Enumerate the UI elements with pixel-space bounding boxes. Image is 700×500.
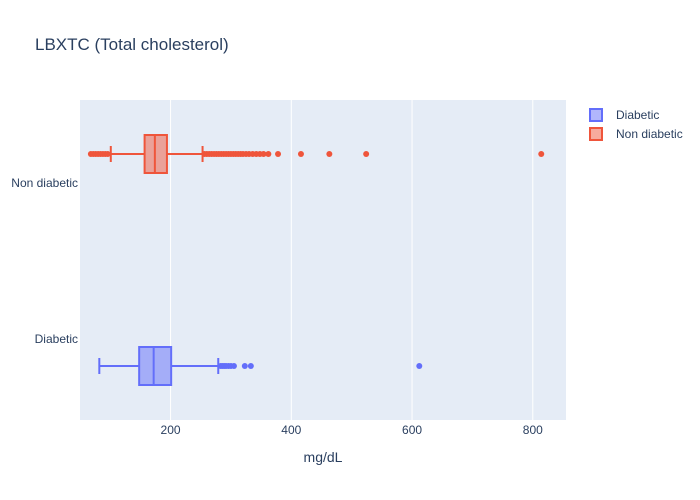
legend-item-diabetic[interactable]: Diabetic bbox=[589, 108, 659, 122]
iqr-box bbox=[138, 346, 173, 386]
box-non-diabetic bbox=[87, 134, 545, 174]
y-category-label: Non diabetic bbox=[11, 176, 78, 190]
outlier-point bbox=[241, 363, 248, 369]
legend[interactable]: Diabetic Non diabetic bbox=[589, 108, 683, 141]
legend-swatch bbox=[589, 108, 603, 122]
outlier-point bbox=[363, 151, 370, 157]
legend-swatch bbox=[589, 127, 603, 141]
box-plots bbox=[87, 134, 545, 386]
outlier-point bbox=[326, 151, 333, 157]
x-tick-label: 800 bbox=[523, 423, 543, 437]
outlier-point bbox=[104, 151, 111, 157]
outlier-point bbox=[260, 151, 267, 157]
legend-label: Non diabetic bbox=[616, 127, 683, 141]
y-category-label: Diabetic bbox=[35, 332, 78, 346]
outlier-point bbox=[275, 151, 282, 157]
outlier-point bbox=[247, 363, 254, 369]
outlier-point bbox=[265, 151, 272, 157]
x-tick-label: 200 bbox=[161, 423, 181, 437]
outlier-point bbox=[297, 151, 304, 157]
x-tick-label: 400 bbox=[281, 423, 301, 437]
y-category-labels: Diabetic Non diabetic bbox=[11, 176, 78, 346]
legend-item-non-diabetic[interactable]: Non diabetic bbox=[589, 127, 683, 141]
outlier-point bbox=[230, 363, 237, 369]
outlier-point bbox=[538, 151, 545, 157]
outlier-point bbox=[416, 363, 423, 369]
x-tick-label: 600 bbox=[402, 423, 422, 437]
x-tick-labels: 200 400 600 800 bbox=[161, 423, 544, 437]
x-axis-title: mg/dL bbox=[304, 449, 343, 465]
box-diabetic bbox=[98, 346, 423, 386]
legend-label: Diabetic bbox=[616, 108, 659, 122]
chart-title: LBXTC (Total cholesterol) bbox=[35, 35, 229, 54]
